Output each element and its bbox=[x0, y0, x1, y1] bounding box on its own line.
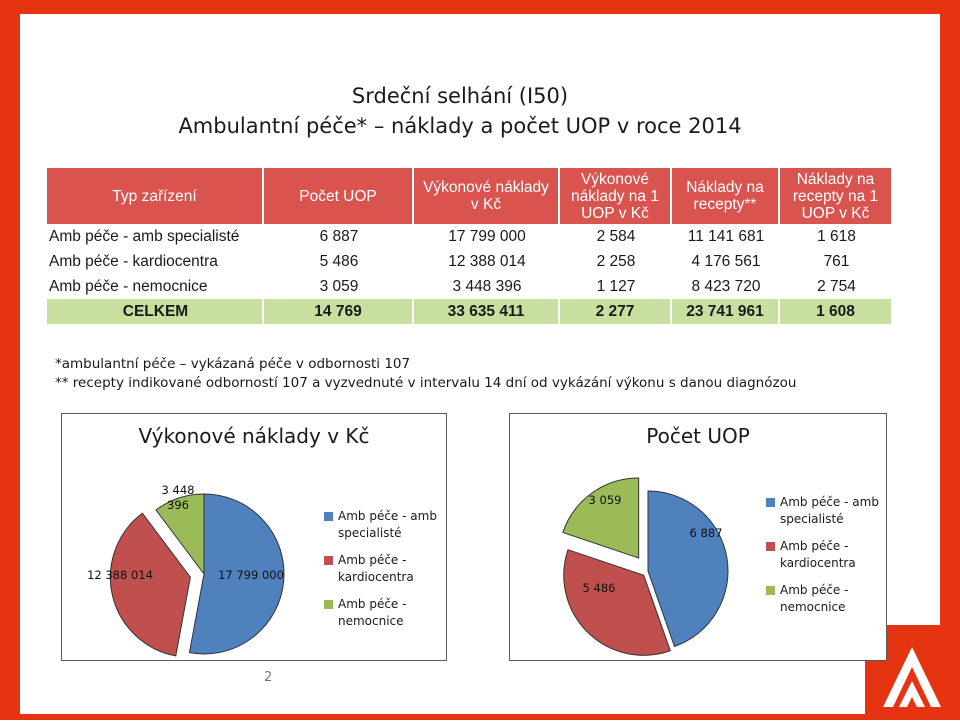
page-number: 2 bbox=[264, 670, 273, 685]
table-cell: Amb péče - nemocnice bbox=[49, 277, 208, 295]
table-cell: 3 448 396 bbox=[452, 277, 522, 295]
footnote-2: ** recepty indikované odborností 107 a v… bbox=[55, 375, 797, 391]
table-cell: 2 258 bbox=[596, 252, 636, 270]
pie-chart-uop: 6 887 5 486 3 059 bbox=[562, 477, 729, 656]
table-cell: 5 486 bbox=[319, 252, 359, 270]
legend-label: Amb péče - amb specialisté bbox=[338, 509, 437, 540]
table-total-row: CELKEM 14 769 33 635 411 2 277 23 741 96… bbox=[47, 299, 893, 324]
slide-title: Srdeční selhání (I50) bbox=[351, 84, 569, 108]
legend-item: Amb péče - nemocnice bbox=[324, 596, 444, 630]
header-cell: Výkonové náklady v Kč bbox=[414, 168, 560, 224]
slide-subtitle: Ambulantní péče* – náklady a počet UOP v… bbox=[178, 114, 742, 138]
legend-item: Amb péče - kardiocentra bbox=[324, 552, 444, 586]
table-cell: 8 423 720 bbox=[691, 277, 761, 295]
legend-swatch bbox=[324, 600, 333, 609]
table-cell: 1 618 bbox=[817, 227, 856, 245]
legend-item: Amb péče - amb specialisté bbox=[324, 508, 444, 542]
table-cell: Amb péče - amb specialisté bbox=[49, 227, 240, 245]
table-row: Amb péče - nemocnice 3 059 3 448 396 1 1… bbox=[47, 274, 893, 299]
table-cell: 2 754 bbox=[817, 277, 856, 295]
table-cell: 2 277 bbox=[560, 299, 672, 324]
footnote-1: *ambulantní péče – vykázaná péče v odbor… bbox=[55, 356, 411, 372]
legend-label: Amb péče - nemocnice bbox=[338, 597, 407, 628]
chart-title: Výkonové náklady v Kč bbox=[138, 424, 370, 448]
legend-swatch bbox=[766, 586, 775, 595]
pie-slice bbox=[562, 477, 640, 559]
data-label: 3 059 bbox=[589, 493, 622, 507]
legend-swatch bbox=[324, 556, 333, 565]
frame-bottom-bar bbox=[0, 714, 960, 720]
data-label: 5 486 bbox=[583, 581, 616, 595]
legend-swatch bbox=[324, 512, 333, 521]
pie-chart-costs: 17 799 000 12 388 014 3 448 396 bbox=[87, 483, 285, 657]
table-cell: 2 584 bbox=[596, 227, 636, 245]
data-label: 12 388 014 bbox=[87, 568, 153, 582]
table-cell: CELKEM bbox=[47, 299, 264, 324]
legend-label: Amb péče - kardiocentra bbox=[780, 539, 856, 570]
frame-left-bar bbox=[0, 0, 20, 720]
header-cell: Náklady na recepty na 1 UOP v Kč bbox=[780, 168, 893, 224]
chart-panel-costs: Výkonové náklady v Kč 17 799 000 12 388 0… bbox=[61, 413, 447, 661]
pie-slice bbox=[109, 512, 191, 657]
legend-label: Amb péče - kardiocentra bbox=[338, 553, 414, 584]
header-cell: Počet UOP bbox=[264, 168, 414, 224]
header-cell: Náklady na recepty** bbox=[672, 168, 780, 224]
table-cell: 3 059 bbox=[319, 277, 359, 295]
table-cell: 4 176 561 bbox=[691, 252, 761, 270]
legend-label: Amb péče - nemocnice bbox=[780, 583, 849, 614]
table-header-row: Typ zařízení Počet UOP Výkonové náklady … bbox=[47, 168, 893, 224]
table-cell: 23 741 961 bbox=[672, 299, 780, 324]
legend-swatch bbox=[766, 498, 775, 507]
header-cell: Výkonové náklady na 1 UOP v Kč bbox=[560, 168, 672, 224]
header-cell: Typ zařízení bbox=[47, 168, 264, 224]
legend-item: Amb péče - kardiocentra bbox=[766, 538, 884, 572]
chart-panel-uop: Počet UOP 6 887 5 486 3 059 Amb péče - amb… bbox=[509, 413, 887, 661]
frame-top-bar bbox=[0, 0, 960, 14]
table-cell: 11 141 681 bbox=[687, 227, 765, 245]
chart-title: Počet UOP bbox=[646, 424, 750, 448]
cost-table: Typ zařízení Počet UOP Výkonové náklady … bbox=[47, 168, 893, 324]
legend-label: Amb péče - amb specialisté bbox=[780, 495, 879, 526]
table-cell: 33 635 411 bbox=[414, 299, 560, 324]
table-cell: 1 127 bbox=[596, 277, 636, 295]
pie-slice bbox=[188, 493, 285, 655]
table-cell: 6 887 bbox=[319, 227, 359, 245]
table-cell: 14 769 bbox=[264, 299, 414, 324]
legend-item: Amb péče - amb specialisté bbox=[766, 494, 884, 528]
pie-slice bbox=[647, 490, 729, 648]
legend-item: Amb péče - nemocnice bbox=[766, 582, 884, 616]
data-label: 17 799 000 bbox=[218, 568, 284, 582]
logo-icon bbox=[883, 647, 941, 707]
table-cell: 761 bbox=[823, 252, 850, 270]
frame-right-bar bbox=[940, 0, 960, 720]
data-label: 6 887 bbox=[690, 526, 723, 540]
table-cell: 12 388 014 bbox=[448, 252, 526, 270]
table-cell: Amb péče - kardiocentra bbox=[49, 252, 218, 270]
table-cell: 1 608 bbox=[780, 299, 893, 324]
pie-slice bbox=[155, 493, 205, 576]
data-label: 3 448 396 bbox=[162, 483, 195, 512]
table-row: Amb péče - amb specialisté 6 887 17 799 … bbox=[47, 224, 893, 249]
chart-legend: Amb péče - amb specialisté Amb péče - ka… bbox=[324, 508, 444, 640]
chart-legend: Amb péče - amb specialisté Amb péče - ka… bbox=[766, 494, 884, 626]
legend-swatch bbox=[766, 542, 775, 551]
table-cell: 17 799 000 bbox=[448, 227, 526, 245]
pie-slice bbox=[563, 549, 671, 656]
table-row: Amb péče - kardiocentra 5 486 12 388 014… bbox=[47, 249, 893, 274]
